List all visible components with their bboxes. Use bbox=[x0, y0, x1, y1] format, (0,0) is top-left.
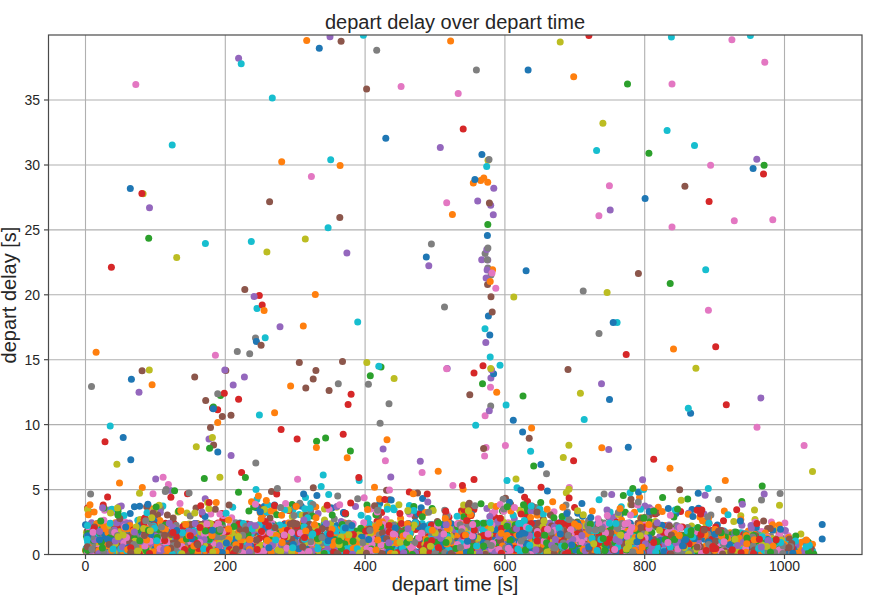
svg-text:5: 5 bbox=[32, 482, 40, 498]
svg-text:depart delay over depart time: depart delay over depart time bbox=[325, 11, 585, 33]
svg-text:25: 25 bbox=[24, 222, 40, 238]
svg-text:400: 400 bbox=[353, 558, 377, 574]
svg-text:10: 10 bbox=[24, 417, 40, 433]
svg-text:200: 200 bbox=[214, 558, 238, 574]
svg-text:0: 0 bbox=[82, 558, 90, 574]
svg-text:depart time [s]: depart time [s] bbox=[392, 573, 519, 595]
svg-text:30: 30 bbox=[24, 157, 40, 173]
svg-text:600: 600 bbox=[493, 558, 517, 574]
svg-text:depart delay [s]: depart delay [s] bbox=[0, 227, 20, 364]
svg-text:15: 15 bbox=[24, 352, 40, 368]
svg-text:1000: 1000 bbox=[769, 558, 800, 574]
svg-text:20: 20 bbox=[24, 287, 40, 303]
svg-text:0: 0 bbox=[32, 547, 40, 563]
svg-text:35: 35 bbox=[24, 92, 40, 108]
svg-text:800: 800 bbox=[633, 558, 657, 574]
